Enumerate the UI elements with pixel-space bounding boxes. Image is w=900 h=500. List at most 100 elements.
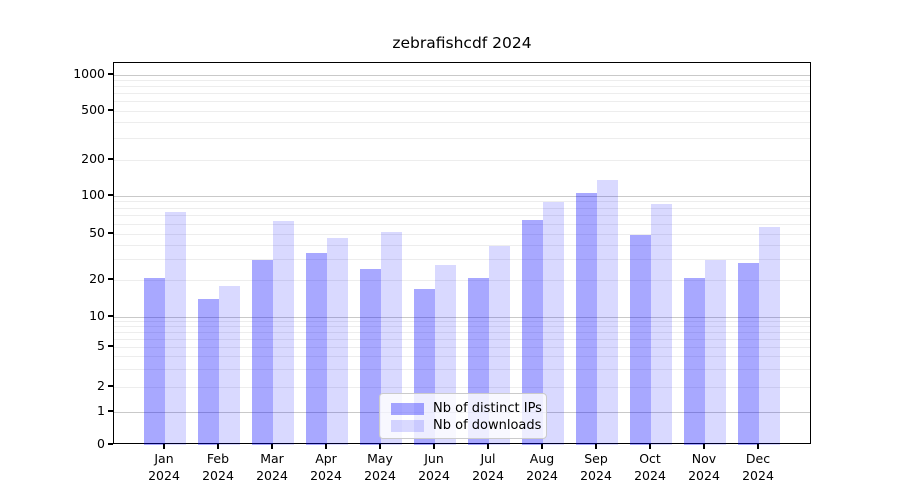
x-tick-year: 2024 [202,467,234,483]
x-tick-month: Mar [260,451,284,466]
x-tick-mark [271,444,273,449]
x-tick-month: Aug [529,451,555,466]
gridline-minor [114,368,810,370]
gridline-major [114,316,810,318]
legend-swatch-downloads [391,419,424,432]
y-tick-label: 2 [97,378,105,393]
x-tick-label-jul: Jul 2024 [456,451,520,484]
gridline-minor [114,223,810,225]
gridline-minor [114,215,810,217]
y-tick-mark [108,158,113,160]
x-tick-month: Dec [745,451,771,466]
legend-item: Nb of downloads [391,417,546,434]
x-tick-label-oct: Oct 2024 [618,451,682,484]
plot-area: Nb of distinct IPs Nb of downloads [113,62,811,445]
x-tick-year: 2024 [634,467,666,483]
bar-distinct-ips-jan [144,277,165,445]
x-tick-month: Jan [154,451,174,466]
gridline-minor [114,201,810,203]
bar-distinct-ips-apr [306,253,327,445]
bar-distinct-ips-sep [576,193,597,445]
gridline-minor [114,279,810,281]
chart-title: zebrafishcdf 2024 [392,34,532,52]
y-tick-mark [108,73,113,75]
gridline-minor [114,86,810,88]
x-tick-label-jan: Jan 2024 [132,451,196,484]
x-tick-label-feb: Feb 2024 [186,451,250,484]
y-tick-mark [108,232,113,234]
x-tick-label-jun: Jun 2024 [402,451,466,484]
y-tick-mark [108,194,113,196]
y-tick-label: 500 [81,102,105,117]
gridline-minor [114,101,810,103]
x-tick-year: 2024 [364,467,396,483]
y-tick-label: 200 [81,151,105,166]
y-tick-label: 1 [97,403,105,418]
bar-downloads-sep [597,180,618,445]
bar-downloads-oct [651,203,672,445]
x-tick-mark [541,444,543,449]
y-tick-mark [108,315,113,317]
gridline-minor [114,137,810,139]
gridline-major [114,195,810,197]
x-tick-label-nov: Nov 2024 [672,451,736,484]
x-tick-month: Oct [639,451,661,466]
legend: Nb of distinct IPs Nb of downloads [379,393,547,439]
legend-label: Nb of distinct IPs [433,401,542,416]
y-tick-mark [108,109,113,111]
gridline-minor [114,386,810,388]
y-tick-label: 0 [97,436,105,451]
gridline-minor [114,331,810,333]
y-tick-label: 1000 [73,66,105,81]
x-tick-month: Apr [315,451,337,466]
bar-distinct-ips-aug [522,219,543,445]
gridline-minor [114,207,810,209]
y-tick-mark [108,385,113,387]
y-tick-label: 20 [89,271,105,286]
bar-downloads-jan [165,211,186,445]
bar-downloads-may [381,231,402,445]
bar-downloads-mar [273,221,294,445]
x-tick-month: Jun [424,451,444,466]
gridline-minor [114,233,810,235]
gridline-minor [114,244,810,246]
x-tick-mark [217,444,219,449]
x-tick-mark [487,444,489,449]
x-tick-mark [433,444,435,449]
x-tick-label-may: May 2024 [348,451,412,484]
x-tick-label-apr: Apr 2024 [294,451,358,484]
x-tick-year: 2024 [742,467,774,483]
bar-distinct-ips-dec [738,263,759,445]
y-tick-mark [108,345,113,347]
bar-downloads-nov [705,259,726,445]
gridline-minor [114,356,810,358]
gridline-minor [114,346,810,348]
gridline-minor [114,110,810,112]
x-tick-mark [595,444,597,449]
y-tick-mark [108,410,113,412]
x-tick-label-dec: Dec 2024 [726,451,790,484]
legend-item: Nb of distinct IPs [391,400,546,417]
x-tick-mark [703,444,705,449]
x-tick-year: 2024 [526,467,558,483]
x-tick-mark [163,444,165,449]
x-tick-mark [325,444,327,449]
bar-downloads-dec [759,226,780,445]
y-tick-mark [108,443,113,445]
x-tick-month: Nov [691,451,717,466]
bar-distinct-ips-mar [252,259,273,445]
bar-distinct-ips-nov [684,277,705,445]
x-tick-year: 2024 [256,467,288,483]
x-tick-month: Sep [584,451,608,466]
bar-distinct-ips-may [360,268,381,445]
x-tick-month: Jul [480,451,496,466]
bar-distinct-ips-oct [630,235,651,445]
bar-distinct-ips-feb [198,299,219,445]
gridline-minor [114,321,810,323]
y-tick-label: 50 [89,225,105,240]
gridline-minor [114,259,810,261]
x-tick-label-mar: Mar 2024 [240,451,304,484]
y-tick-label: 10 [89,308,105,323]
x-tick-year: 2024 [688,467,720,483]
